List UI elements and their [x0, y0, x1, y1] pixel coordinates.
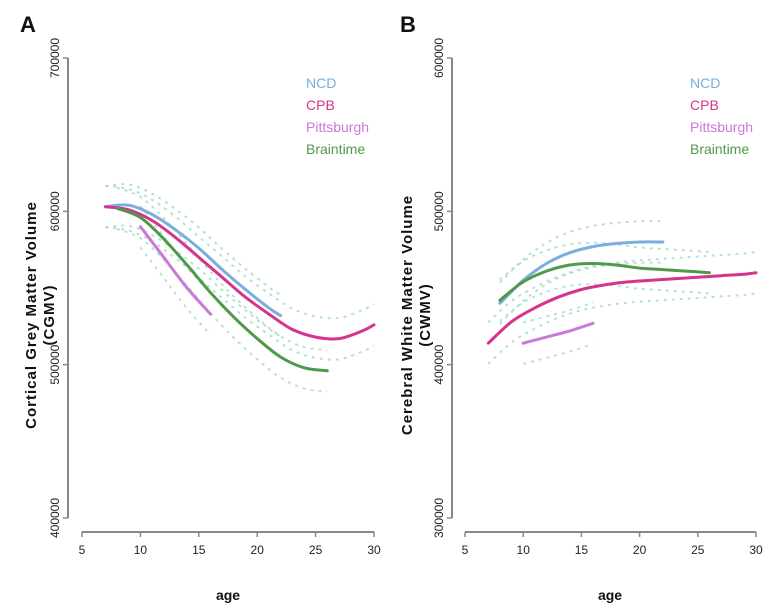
y-ticks-a: 400000 500000 600000 700000 — [48, 38, 68, 538]
ci-band-braintime — [499, 241, 710, 281]
y-axis-label-line1-b: Cerebral White Matter Volume — [399, 195, 416, 435]
x-ticks-b: 5 10 15 20 25 30 — [462, 532, 763, 557]
series-line-cpb-b — [486, 271, 758, 345]
ci-band-braintime — [116, 228, 328, 393]
series-line-ncd-a — [103, 203, 283, 318]
y-tick-label-b: 500000 — [432, 191, 446, 231]
series-line-pittsburgh-b — [521, 321, 595, 345]
legend-entry-braintime: Braintime — [306, 141, 365, 157]
x-ticks-a: 5 10 15 20 25 30 — [79, 532, 381, 557]
ci-band-braintime — [116, 186, 328, 352]
ci-band-cpb — [105, 185, 375, 320]
x-tick-label-a: 20 — [251, 543, 265, 557]
y-axis-label-line2-a: (CGMV) — [41, 285, 58, 346]
legend-entry-cpb: CPB — [690, 97, 719, 113]
legend-entry-pittsburgh: Pittsburgh — [690, 119, 753, 135]
y-tick-label-a: 700000 — [48, 38, 62, 78]
x-tick-label-b: 20 — [633, 543, 647, 557]
series-line-braintime-b — [498, 261, 711, 302]
y-tick-label-b: 600000 — [432, 38, 446, 78]
legend-b: NCD CPB Pittsburgh Braintime — [690, 75, 753, 157]
legend-entry-pittsburgh: Pittsburgh — [306, 119, 369, 135]
y-tick-label-a: 600000 — [48, 191, 62, 231]
x-tick-label-b: 30 — [749, 543, 763, 557]
y-axis-label-line1-a: Cortical Grey Matter Volume — [23, 201, 40, 429]
y-axis-label-line2-b: (CWMV) — [417, 283, 434, 346]
ci-band-pittsburgh — [522, 301, 594, 324]
legend-entry-ncd: NCD — [306, 75, 336, 91]
ci-band-cpb — [487, 251, 757, 324]
x-tick-label-b: 10 — [517, 543, 531, 557]
x-tick-label-b: 25 — [691, 543, 705, 557]
panel-a: A Cortical Grey Matter Volume(CGMV) 4000… — [20, 12, 381, 603]
ci-band-pittsburgh — [139, 246, 212, 336]
x-tick-label-a: 5 — [79, 543, 86, 557]
x-axis-label-a: age — [216, 587, 240, 603]
ci-band-pittsburgh — [522, 343, 594, 365]
ci-band-ncd — [499, 220, 663, 284]
series-line-pittsburgh-a — [138, 225, 212, 316]
x-tick-label-a: 30 — [367, 543, 381, 557]
y-tick-label-b: 400000 — [432, 344, 446, 384]
series-line-ncd-b — [498, 240, 665, 305]
x-tick-label-a: 15 — [192, 543, 206, 557]
ci-band-ncd — [105, 183, 282, 296]
y-tick-label-a: 500000 — [48, 344, 62, 384]
panel-letter-a: A — [20, 12, 36, 37]
legend-entry-braintime: Braintime — [690, 141, 749, 157]
ci-band-braintime — [499, 283, 710, 322]
y-ticks-b: 300000 400000 500000 600000 — [432, 38, 452, 538]
x-tick-label-a: 10 — [134, 543, 148, 557]
x-tick-label-b: 15 — [575, 543, 589, 557]
y-tick-label-b: 300000 — [432, 498, 446, 538]
legend-a: NCD CPB Pittsburgh Braintime — [306, 75, 369, 157]
y-tick-label-a: 400000 — [48, 498, 62, 538]
x-tick-label-b: 5 — [462, 543, 469, 557]
series-layer-b — [486, 240, 758, 345]
panel-b: B Cerebral White Matter Volume(CWMV) 300… — [399, 12, 763, 603]
y-axis-label-a: Cortical Grey Matter Volume(CGMV) — [23, 201, 58, 429]
ci-band-ncd — [105, 224, 282, 338]
y-axis-label-b: Cerebral White Matter Volume(CWMV) — [399, 195, 434, 435]
series-line-cpb-a — [103, 205, 376, 341]
series-line-braintime-a — [115, 206, 329, 373]
ci-band-cpb — [487, 292, 757, 365]
x-tick-label-a: 25 — [309, 543, 323, 557]
x-axis-label-b: age — [598, 587, 622, 603]
legend-entry-ncd: NCD — [690, 75, 720, 91]
legend-entry-cpb: CPB — [306, 97, 335, 113]
panel-letter-b: B — [400, 12, 416, 37]
series-layer-a — [103, 203, 376, 373]
